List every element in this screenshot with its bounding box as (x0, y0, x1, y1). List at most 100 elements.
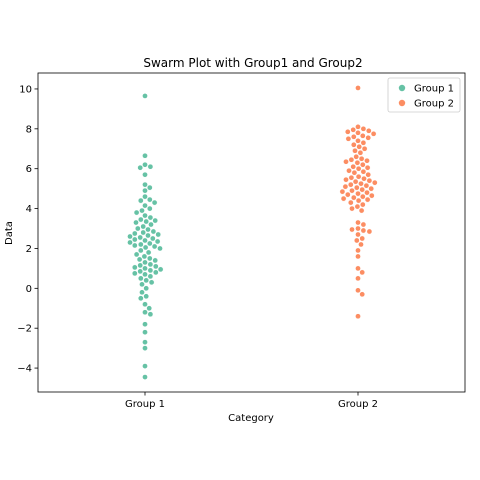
data-point-group-1 (151, 199, 158, 206)
data-point-group-2 (368, 192, 375, 199)
data-point-group-1 (127, 239, 133, 246)
data-point-group-2 (351, 169, 358, 176)
data-point-group-1 (157, 266, 164, 273)
data-point-group-1 (133, 251, 140, 258)
data-point-group-1 (131, 242, 138, 249)
legend-label-group-2: Group 2 (414, 99, 454, 110)
x-axis: Group 1 Group 2 (125, 392, 378, 410)
data-point-group-2 (355, 123, 361, 130)
data-point-group-1 (137, 216, 144, 223)
data-point-group-1 (142, 161, 148, 168)
data-point-group-2 (359, 201, 366, 208)
data-point-group-2 (355, 313, 361, 320)
data-point-group-2 (344, 128, 351, 135)
data-point-group-1 (137, 247, 144, 254)
data-point-group-1 (134, 225, 141, 232)
data-point-group-2 (355, 197, 362, 204)
data-point-group-2 (349, 226, 355, 233)
data-point-group-1 (139, 207, 145, 214)
data-point-group-1 (142, 374, 148, 380)
data-point-group-2 (355, 137, 361, 144)
data-point-group-1 (143, 285, 150, 292)
data-point-group-2 (353, 237, 360, 244)
data-point-group-1 (143, 277, 150, 284)
data-point-group-2 (355, 231, 361, 238)
data-point-group-1 (142, 212, 148, 219)
data-point-group-1 (146, 184, 153, 191)
data-point-group-1 (137, 164, 144, 171)
data-point-group-2 (352, 178, 359, 185)
data-point-group-1 (140, 229, 147, 236)
data-point-group-1 (133, 209, 140, 216)
data-points (127, 85, 378, 380)
data-point-group-1 (131, 230, 138, 237)
data-point-group-1 (142, 259, 148, 266)
data-point-group-1 (142, 329, 148, 336)
data-point-group-2 (364, 196, 371, 203)
data-point-group-2 (359, 132, 366, 139)
plot-area-frame (37, 72, 466, 393)
data-point-group-1 (142, 93, 148, 99)
data-point-group-1 (142, 193, 148, 200)
data-point-group-2 (343, 158, 349, 165)
data-point-group-2 (355, 253, 361, 260)
data-point-group-1 (145, 232, 151, 239)
legend-marker-group-1 (398, 84, 406, 92)
data-point-group-1 (151, 243, 158, 250)
y-tick-label: 10 (19, 84, 32, 95)
data-point-group-2 (355, 287, 361, 294)
y-tick-label: 6 (26, 164, 32, 175)
data-point-group-2 (364, 157, 370, 164)
data-point-group-2 (350, 126, 357, 133)
data-point-group-1 (131, 264, 138, 271)
data-point-group-1 (142, 271, 148, 278)
data-point-group-1 (140, 223, 147, 230)
data-point-group-2 (340, 195, 347, 202)
data-point-group-1 (137, 197, 144, 204)
data-point-group-1 (131, 236, 138, 243)
x-tick-label: Group 1 (125, 399, 165, 410)
data-point-group-2 (359, 193, 366, 200)
data-point-group-2 (366, 228, 373, 235)
data-point-group-1 (142, 187, 148, 194)
data-point-group-1 (147, 214, 154, 221)
legend-label-group-1: Group 1 (414, 84, 454, 95)
data-point-group-1 (147, 267, 154, 274)
data-point-group-2 (359, 269, 366, 276)
data-point-group-1 (133, 219, 139, 226)
data-point-group-1 (142, 363, 148, 369)
data-point-group-2 (353, 153, 360, 160)
data-point-group-2 (358, 180, 364, 187)
data-point-group-1 (146, 196, 153, 203)
data-point-group-1 (141, 253, 148, 260)
data-point-group-2 (360, 227, 367, 234)
data-point-group-2 (364, 189, 370, 196)
data-point-group-2 (354, 159, 361, 166)
data-point-group-2 (355, 275, 361, 282)
data-point-group-2 (355, 247, 361, 254)
data-point-group-2 (358, 241, 364, 248)
data-point-group-2 (342, 183, 349, 190)
data-point-group-2 (350, 141, 357, 148)
data-point-group-1 (142, 345, 148, 351)
data-point-group-1 (142, 237, 148, 244)
data-point-group-2 (361, 175, 367, 182)
data-point-group-2 (355, 173, 362, 180)
data-point-group-1 (152, 269, 159, 276)
data-point-group-1 (137, 234, 144, 241)
data-point-group-2 (348, 174, 355, 181)
data-point-group-2 (354, 203, 361, 210)
data-point-group-2 (355, 225, 361, 232)
data-point-group-2 (368, 185, 375, 192)
data-point-group-2 (348, 156, 355, 163)
data-point-group-2 (365, 171, 372, 178)
y-tick-label: 2 (26, 244, 32, 255)
data-point-group-1 (139, 289, 145, 296)
data-point-group-2 (343, 176, 349, 183)
data-point-group-1 (142, 244, 149, 251)
data-point-group-2 (364, 164, 371, 171)
data-point-group-2 (355, 129, 361, 136)
data-point-group-1 (142, 181, 148, 188)
data-point-group-2 (357, 149, 364, 156)
y-axis: −4 −2 0 2 4 6 8 10 (17, 84, 38, 375)
